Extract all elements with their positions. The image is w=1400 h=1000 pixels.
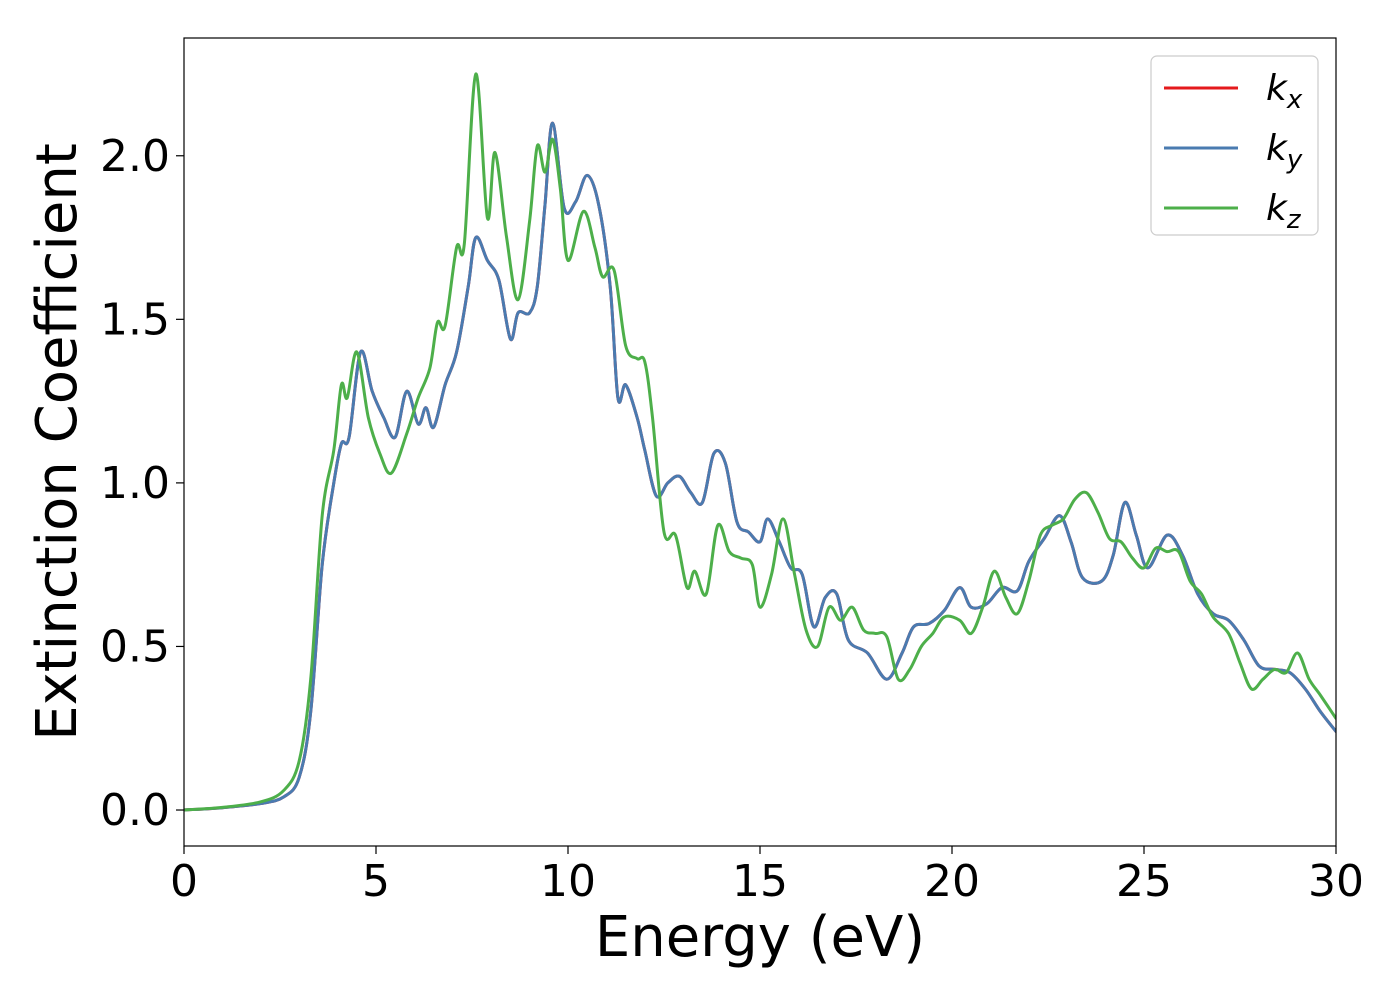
legend-label-ky: ky (1266, 128, 1303, 175)
x-axis-label: Energy (eV) (595, 905, 925, 970)
y-tick-label: 0.0 (100, 785, 170, 836)
x-tick-label: 15 (732, 856, 788, 907)
legend-label-kz: kz (1266, 188, 1302, 235)
y-axis: 0.0 0.5 1.0 1.5 2.0 (100, 131, 184, 836)
series-line-kz (184, 72, 1336, 812)
y-tick-label: 0.5 (100, 621, 170, 672)
y-tick-label: 1.5 (100, 294, 170, 345)
y-axis-label: Extinction Coefficient (25, 143, 90, 741)
series-layer (184, 72, 1336, 812)
x-axis: 0 5 10 15 20 25 30 (170, 846, 1364, 907)
y-tick-label: 2.0 (100, 131, 170, 182)
legend: kx ky kz (1150, 55, 1319, 236)
y-tick-label: 1.0 (100, 458, 170, 509)
x-tick-label: 30 (1308, 856, 1364, 907)
x-tick-label: 5 (362, 856, 390, 907)
x-tick-label: 25 (1116, 856, 1172, 907)
x-tick-label: 20 (924, 856, 980, 907)
legend-box (1150, 55, 1319, 236)
x-tick-label: 0 (170, 856, 198, 907)
series-line-ky (184, 121, 1336, 812)
x-tick-label: 10 (540, 856, 596, 907)
legend-label-kx: kx (1266, 68, 1303, 115)
